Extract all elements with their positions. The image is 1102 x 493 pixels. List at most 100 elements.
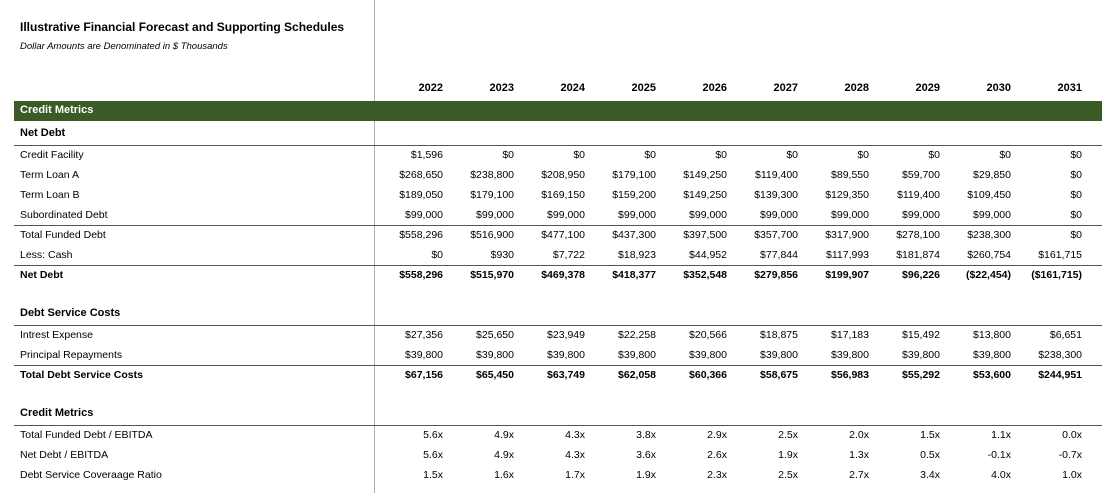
table-row: Intrest Expense $27,356 $25,650 $23,949 $22,… — [0, 326, 1102, 346]
table-cell: $149,250 — [683, 189, 727, 201]
table-cell: $59,700 — [902, 169, 940, 181]
table-cell: 0.5x — [920, 449, 940, 461]
table-cell: $0 — [786, 149, 798, 161]
table-cell: $139,300 — [754, 189, 798, 201]
row-label: Net Debt / EBITDA — [20, 449, 109, 461]
table-cell: $516,900 — [470, 229, 514, 241]
table-cell: $179,100 — [470, 189, 514, 201]
table-row: Less: Cash $0 $930 $7,722 $18,923 $44,952 $77,… — [0, 246, 1102, 266]
table-cell: 1.6x — [494, 469, 514, 481]
table-cell: $62,058 — [618, 369, 656, 381]
table-cell: 2.0x — [849, 429, 869, 441]
year-header: 2023 — [489, 82, 514, 94]
row-label: Subordinated Debt — [20, 209, 108, 221]
table-cell: $189,050 — [399, 189, 443, 201]
table-cell: $96,226 — [902, 269, 940, 281]
table-cell: $119,400 — [896, 189, 940, 201]
table-cell: $244,951 — [1038, 369, 1082, 381]
table-cell: $18,923 — [618, 249, 656, 261]
table-cell: 1.1x — [991, 429, 1011, 441]
table-cell: 4.0x — [991, 469, 1011, 481]
credit-metrics-band — [14, 101, 1102, 121]
table-cell: $15,492 — [902, 329, 940, 341]
table-cell: $0 — [431, 249, 443, 261]
table-cell: $0 — [1070, 169, 1082, 181]
table-cell: $99,000 — [973, 209, 1011, 221]
table-row: Total Funded Debt / EBITDA 5.6x 4.9x 4.3x 3.… — [0, 426, 1102, 446]
row-label: Total Debt Service Costs — [20, 369, 143, 381]
table-cell: $159,200 — [612, 189, 656, 201]
table-cell: 4.3x — [565, 449, 585, 461]
table-cell: $149,250 — [683, 169, 727, 181]
report-title: Illustrative Financial Forecast and Supp… — [20, 20, 345, 34]
table-cell: 1.5x — [920, 429, 940, 441]
table-cell: $0 — [1070, 189, 1082, 201]
table-cell: 3.6x — [636, 449, 656, 461]
table-cell: 2.7x — [849, 469, 869, 481]
table-cell: $60,366 — [689, 369, 727, 381]
row-divider — [14, 365, 1102, 366]
report-subtitle: Dollar Amounts are Denominated in $ Thou… — [20, 41, 228, 52]
table-cell: 1.0x — [1062, 469, 1082, 481]
table-cell: 1.9x — [636, 469, 656, 481]
row-label: Term Loan A — [20, 169, 79, 181]
table-row: Principal Repayments $39,800 $39,800 $39,80… — [0, 346, 1102, 366]
table-cell: $99,000 — [476, 209, 514, 221]
table-cell: $238,300 — [967, 229, 1011, 241]
table-cell: $99,000 — [547, 209, 585, 221]
table-cell: $0 — [573, 149, 585, 161]
row-label: Term Loan B — [20, 189, 80, 201]
table-row: Net Debt $558,296 $515,970 $469,378 $418,377… — [0, 266, 1102, 286]
table-cell: $161,715 — [1038, 249, 1082, 261]
table-cell: $260,754 — [967, 249, 1011, 261]
year-header: 2022 — [418, 82, 443, 94]
table-cell: 1.9x — [778, 449, 798, 461]
table-cell: 2.9x — [707, 429, 727, 441]
table-cell: -0.7x — [1058, 449, 1082, 461]
table-cell: $357,700 — [754, 229, 798, 241]
row-divider — [14, 265, 1102, 266]
table-cell: $39,800 — [476, 349, 514, 361]
table-cell: $44,952 — [689, 249, 727, 261]
year-header: 2030 — [986, 82, 1011, 94]
table-cell: $0 — [502, 149, 514, 161]
table-cell: $20,566 — [689, 329, 727, 341]
table-cell: 5.6x — [423, 449, 443, 461]
table-row: Subordinated Debt $99,000 $99,000 $99,000 $9… — [0, 206, 1102, 226]
table-cell: $58,675 — [760, 369, 798, 381]
table-cell: $515,970 — [470, 269, 514, 281]
table-cell: $22,258 — [618, 329, 656, 341]
table-cell: $279,856 — [754, 269, 798, 281]
table-cell: $99,000 — [902, 209, 940, 221]
table-row: Total Debt Service Costs $67,156 $65,450 $6… — [0, 366, 1102, 386]
table-row: Credit Facility $1,596 $0 $0 $0 $0 $0 $0 $0 $0 $0 — [0, 146, 1102, 166]
table-row: Debt Service Coveraage Ratio 1.5x 1.6x 1.7x… — [0, 466, 1102, 486]
table-cell: $99,000 — [618, 209, 656, 221]
band-label: Credit Metrics — [20, 104, 94, 116]
table-cell: $39,800 — [902, 349, 940, 361]
table-cell: $53,600 — [973, 369, 1011, 381]
table-cell: $1,596 — [410, 149, 443, 161]
table-cell: 2.5x — [778, 429, 798, 441]
table-cell: 1.7x — [565, 469, 585, 481]
year-header: 2025 — [631, 82, 656, 94]
table-cell: $352,548 — [683, 269, 727, 281]
table-cell: $558,296 — [399, 269, 443, 281]
table-cell: $99,000 — [760, 209, 798, 221]
table-cell: $39,800 — [689, 349, 727, 361]
table-cell: 1.5x — [423, 469, 443, 481]
table-cell: $39,800 — [973, 349, 1011, 361]
table-cell: $129,350 — [825, 189, 869, 201]
table-cell: $0 — [1070, 209, 1082, 221]
table-cell: $0 — [715, 149, 727, 161]
table-cell: $55,292 — [902, 369, 940, 381]
table-cell: $119,400 — [754, 169, 798, 181]
table-cell: $77,844 — [760, 249, 798, 261]
table-cell: $65,450 — [476, 369, 514, 381]
section-heading: Credit Metrics — [20, 407, 94, 419]
table-cell: $99,000 — [831, 209, 869, 221]
table-cell: $39,800 — [405, 349, 443, 361]
table-cell: $0 — [644, 149, 656, 161]
table-cell: $317,900 — [825, 229, 869, 241]
section-heading: Net Debt — [20, 127, 66, 139]
